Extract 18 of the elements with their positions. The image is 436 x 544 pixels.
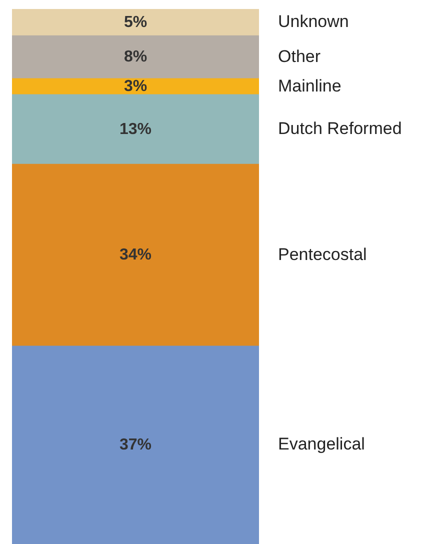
bar	[12, 78, 259, 95]
series-label: Unknown	[278, 12, 349, 32]
data-label: 34%	[119, 246, 152, 264]
series-label: Dutch Reformed	[278, 119, 402, 138]
bar	[12, 94, 259, 164]
data-label: 8%	[124, 48, 148, 66]
series-label: Other	[278, 46, 321, 66]
data-label: 13%	[119, 120, 152, 138]
series-label: Pentecostal	[278, 244, 367, 264]
data-label: 37%	[119, 436, 152, 454]
bar	[12, 346, 259, 544]
data-label: 3%	[124, 78, 148, 95]
bar	[12, 35, 259, 79]
bar	[12, 164, 259, 346]
bar	[12, 9, 259, 36]
series-label: Evangelical	[278, 434, 365, 454]
series-label: Mainline	[278, 76, 342, 96]
data-label: 5%	[124, 14, 148, 31]
